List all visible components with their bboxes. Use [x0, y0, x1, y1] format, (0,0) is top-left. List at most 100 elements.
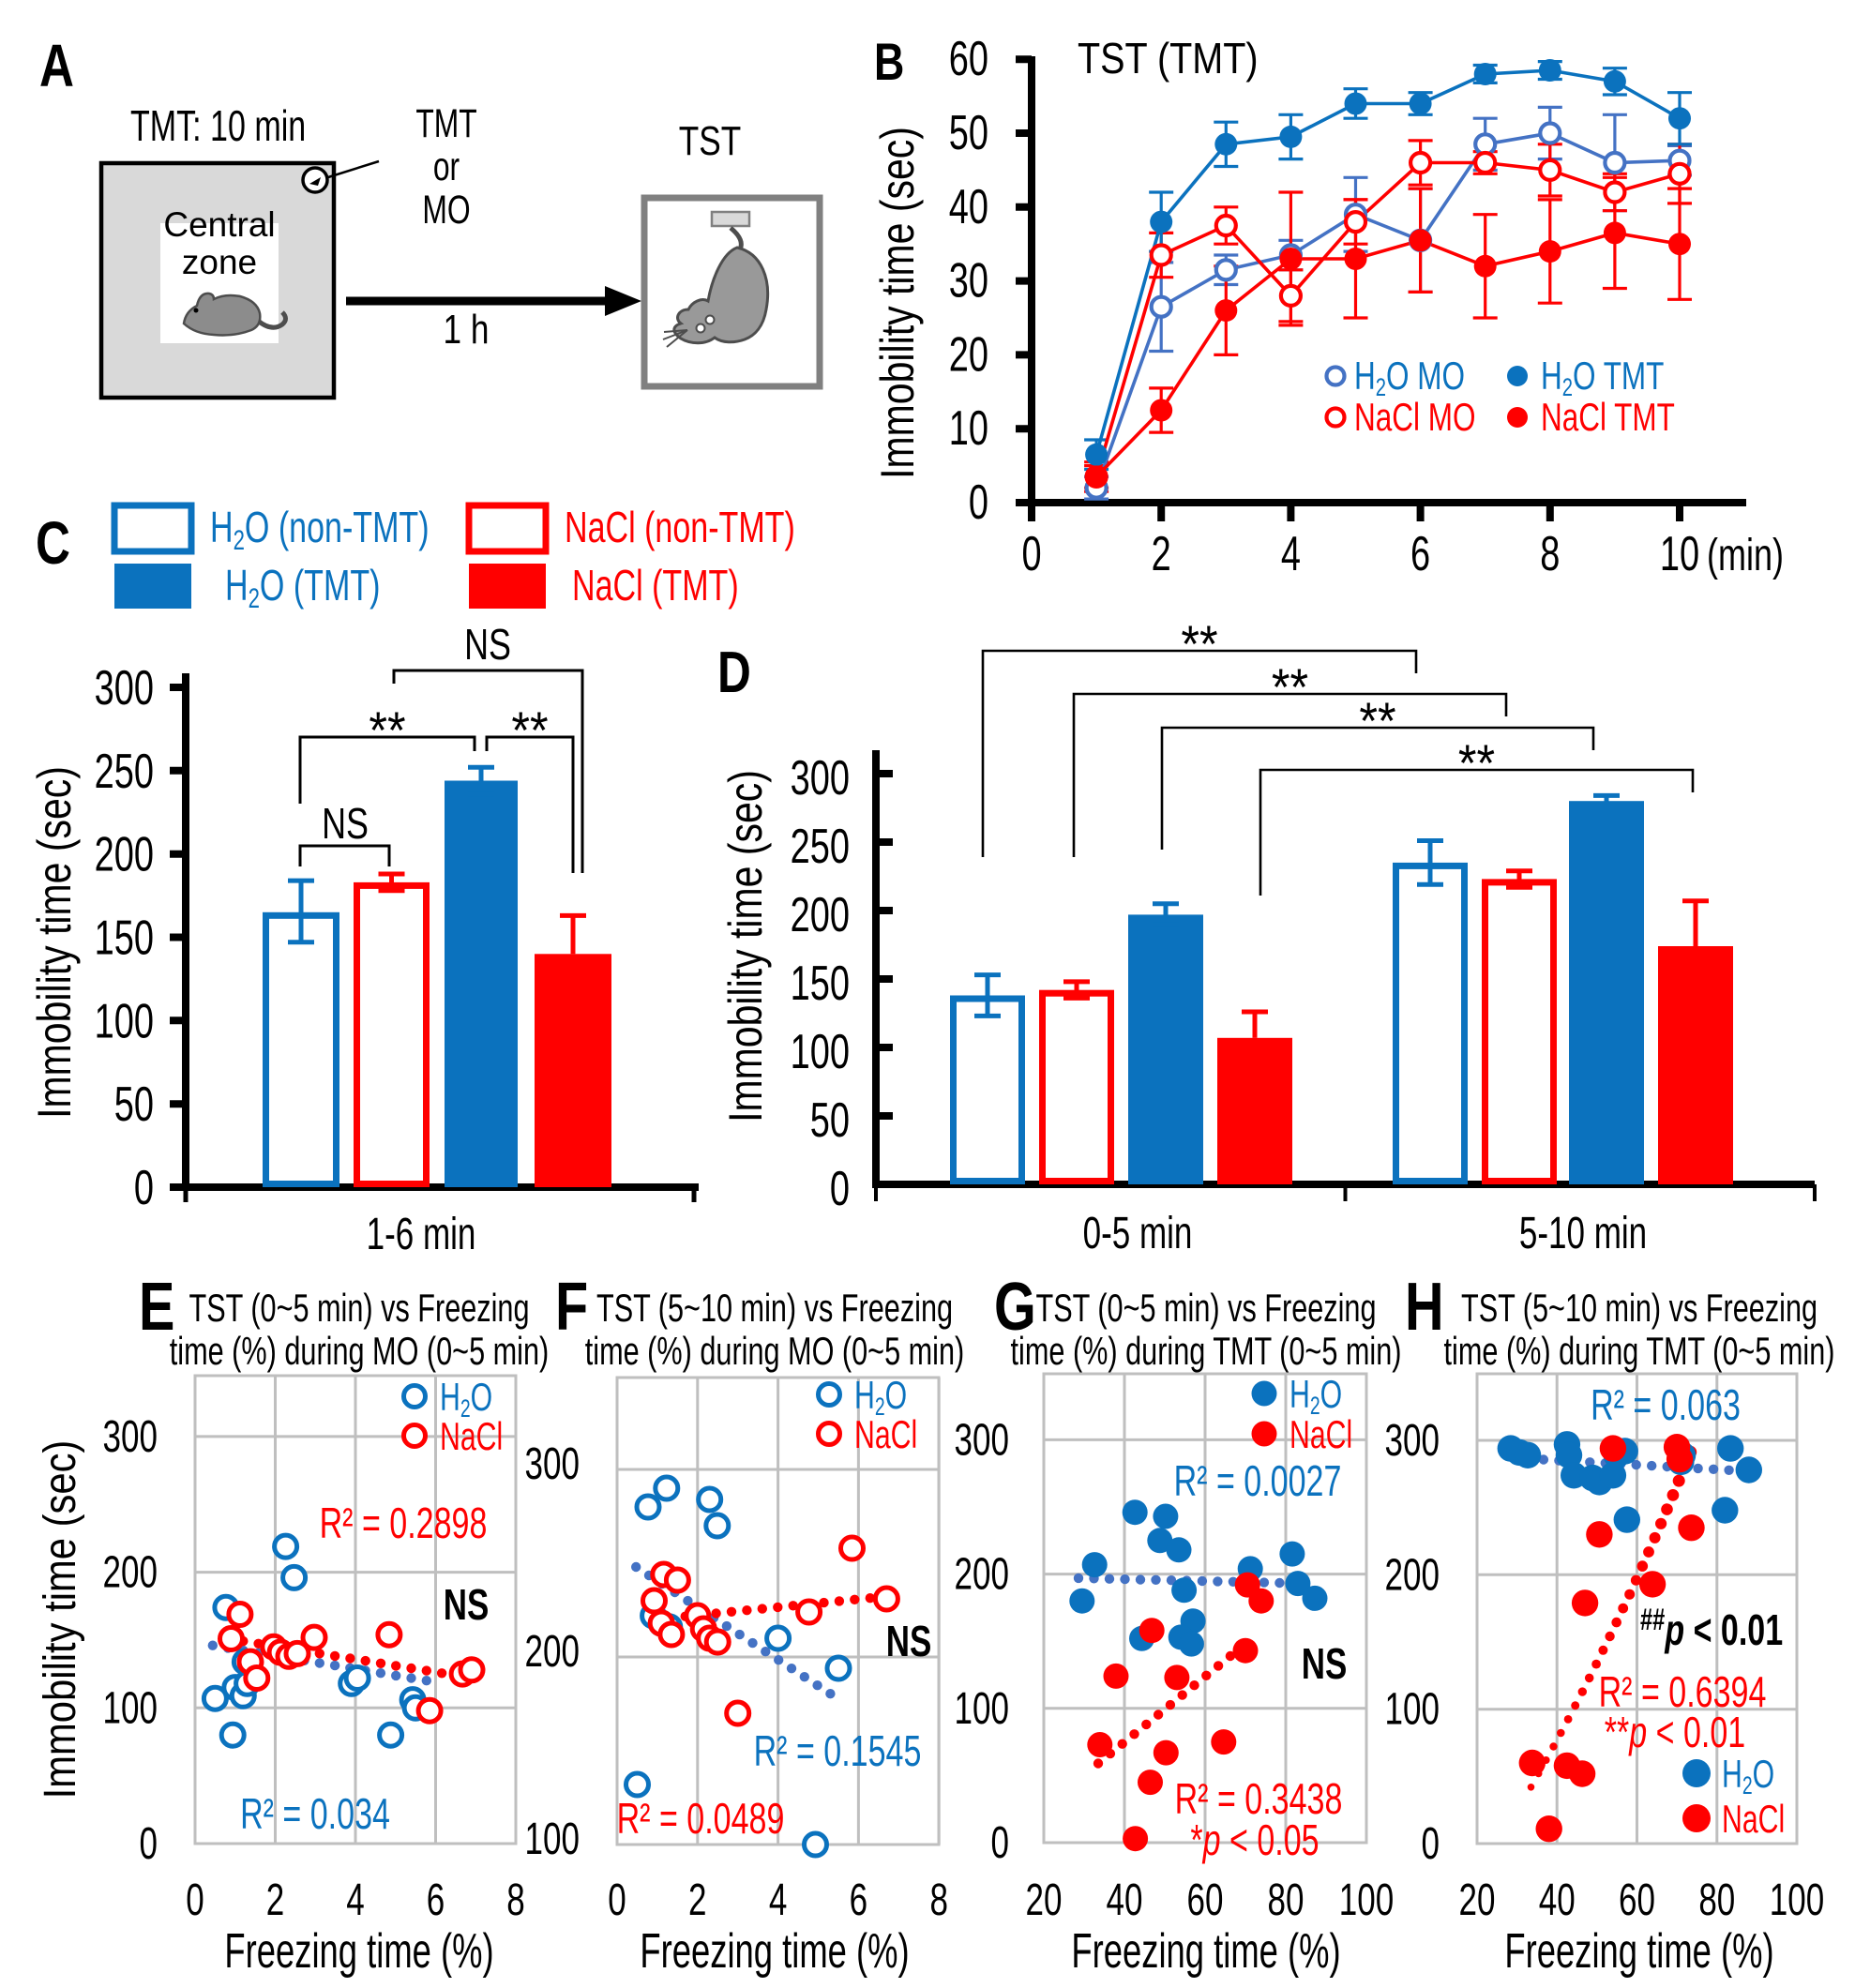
svg-text:60: 60	[1187, 1875, 1224, 1925]
svg-text:200: 200	[791, 887, 850, 941]
svg-text:0-5 min: 0-5 min	[1083, 1208, 1193, 1258]
svg-text:NaCl: NaCl	[854, 1412, 917, 1456]
svg-text:H2O (non-TMT): H2O (non-TMT)	[210, 503, 430, 556]
svg-text:**: **	[511, 702, 548, 761]
svg-text:50: 50	[810, 1092, 850, 1147]
svg-text:R² = 0.063: R² = 0.063	[1591, 1380, 1741, 1429]
svg-text:NS: NS	[1302, 1639, 1348, 1688]
svg-text:H: H	[1405, 1269, 1444, 1345]
svg-text:Immobility time (sec): Immobility time (sec)	[871, 127, 924, 479]
svg-text:TMT: TMT	[415, 101, 476, 146]
svg-text:*p < 0.05: *p < 0.05	[1190, 1815, 1319, 1864]
svg-text:**: **	[1181, 616, 1217, 674]
svg-text:20: 20	[949, 327, 988, 382]
svg-text:250: 250	[95, 744, 154, 798]
svg-text:200: 200	[95, 827, 154, 881]
svg-text:300: 300	[1385, 1415, 1440, 1466]
svg-text:zone: zone	[182, 243, 257, 281]
svg-text:0: 0	[134, 1160, 154, 1214]
svg-text:NaCl MO: NaCl MO	[1354, 395, 1475, 440]
svg-text:NaCl (non-TMT): NaCl (non-TMT)	[565, 503, 795, 551]
svg-text:2: 2	[1152, 526, 1171, 580]
svg-text:G: G	[994, 1269, 1036, 1345]
svg-text:R² = 0.0489: R² = 0.0489	[617, 1794, 785, 1843]
svg-text:R² = 0.1545: R² = 0.1545	[754, 1726, 922, 1775]
svg-text:50: 50	[114, 1077, 154, 1131]
svg-text:80: 80	[1698, 1875, 1735, 1925]
svg-text:TST: TST	[679, 118, 741, 164]
svg-text:300: 300	[955, 1414, 1009, 1465]
svg-text:10: 10	[949, 400, 988, 455]
svg-text:0: 0	[1021, 526, 1041, 580]
svg-text:TST (0~5 min) vs Freezing: TST (0~5 min) vs Freezing	[1035, 1286, 1376, 1330]
svg-text:NS: NS	[464, 621, 511, 669]
svg-text:**: **	[1272, 659, 1308, 717]
svg-text:60: 60	[949, 31, 988, 85]
svg-text:NaCl: NaCl	[1289, 1412, 1352, 1456]
svg-text:R² = 0.6394: R² = 0.6394	[1599, 1667, 1767, 1716]
svg-text:4: 4	[1281, 526, 1301, 580]
svg-text:Immobility time (sec): Immobility time (sec)	[34, 1440, 84, 1800]
svg-text:R² = 0.2898: R² = 0.2898	[320, 1499, 488, 1547]
svg-text:100: 100	[791, 1024, 850, 1078]
svg-text:TST (5~10 min) vs Freezing: TST (5~10 min) vs Freezing	[1461, 1286, 1817, 1330]
svg-text:50: 50	[949, 105, 988, 159]
svg-text:300: 300	[791, 750, 850, 805]
svg-text:Central: Central	[163, 205, 275, 244]
svg-text:NS: NS	[886, 1617, 932, 1665]
svg-text:Freezing time (%): Freezing time (%)	[224, 1922, 493, 1978]
svg-text:time (%) during MO (0~5 min): time (%) during MO (0~5 min)	[585, 1329, 964, 1373]
svg-text:80: 80	[1268, 1875, 1305, 1925]
svg-text:time (%) during MO (0~5 min): time (%) during MO (0~5 min)	[170, 1329, 549, 1373]
svg-text:or: or	[433, 144, 460, 189]
svg-text:0: 0	[830, 1161, 850, 1215]
svg-text:E: E	[139, 1269, 174, 1345]
svg-text:8: 8	[1540, 526, 1560, 580]
svg-text:C: C	[36, 511, 70, 578]
svg-text:40: 40	[1107, 1875, 1143, 1925]
svg-text:TST (5~10 min) vs Freezing: TST (5~10 min) vs Freezing	[596, 1286, 953, 1330]
svg-text:**: **	[1458, 735, 1495, 793]
svg-text:6: 6	[1410, 526, 1430, 580]
svg-text:Immobility time (sec): Immobility time (sec)	[28, 766, 81, 1119]
svg-text:5-10 min: 5-10 min	[1519, 1208, 1647, 1258]
svg-text:20: 20	[1459, 1875, 1496, 1925]
svg-text:200: 200	[955, 1548, 1009, 1599]
svg-text:300: 300	[525, 1438, 580, 1489]
svg-text:R² = 0.0027: R² = 0.0027	[1174, 1456, 1342, 1505]
svg-text:6: 6	[427, 1875, 445, 1925]
svg-text:time (%) during TMT (0~5 min): time (%) during TMT (0~5 min)	[1011, 1329, 1402, 1373]
svg-text:150: 150	[791, 956, 850, 1010]
svg-text:200: 200	[103, 1546, 158, 1597]
svg-text:**: **	[369, 702, 405, 761]
svg-text:H2O MO: H2O MO	[1354, 354, 1465, 402]
svg-text:(min): (min)	[1707, 530, 1784, 580]
svg-text:100: 100	[1385, 1683, 1440, 1734]
svg-text:R² = 0.034: R² = 0.034	[240, 1789, 390, 1838]
svg-text:Freezing time (%): Freezing time (%)	[640, 1922, 909, 1978]
svg-text:NaCl: NaCl	[440, 1414, 503, 1458]
svg-text:TMT: 10 min: TMT: 10 min	[130, 101, 306, 150]
svg-text:40: 40	[949, 179, 988, 233]
svg-text:60: 60	[1619, 1875, 1655, 1925]
svg-text:4: 4	[346, 1875, 364, 1925]
svg-text:TST (0~5 min) vs Freezing: TST (0~5 min) vs Freezing	[189, 1286, 529, 1330]
svg-text:200: 200	[525, 1626, 580, 1677]
svg-text:1 h: 1 h	[444, 307, 490, 353]
svg-text:D: D	[717, 640, 751, 705]
svg-text:8: 8	[506, 1875, 524, 1925]
svg-text:Freezing time (%): Freezing time (%)	[1504, 1922, 1773, 1978]
svg-text:NaCl (TMT): NaCl (TMT)	[572, 561, 739, 610]
svg-text:Immobility time (sec): Immobility time (sec)	[719, 770, 772, 1122]
svg-text:100: 100	[95, 993, 154, 1047]
svg-text:0: 0	[991, 1817, 1009, 1868]
svg-text:150: 150	[95, 911, 154, 965]
svg-text:R² = 0.3438: R² = 0.3438	[1175, 1774, 1343, 1823]
svg-text:2: 2	[266, 1875, 284, 1925]
svg-text:4: 4	[769, 1875, 787, 1925]
svg-text:0: 0	[1422, 1818, 1440, 1869]
svg-text:1-6 min: 1-6 min	[367, 1209, 476, 1259]
svg-text:A: A	[39, 34, 74, 100]
svg-text:TST (TMT): TST (TMT)	[1078, 35, 1259, 83]
svg-text:8: 8	[929, 1875, 947, 1925]
